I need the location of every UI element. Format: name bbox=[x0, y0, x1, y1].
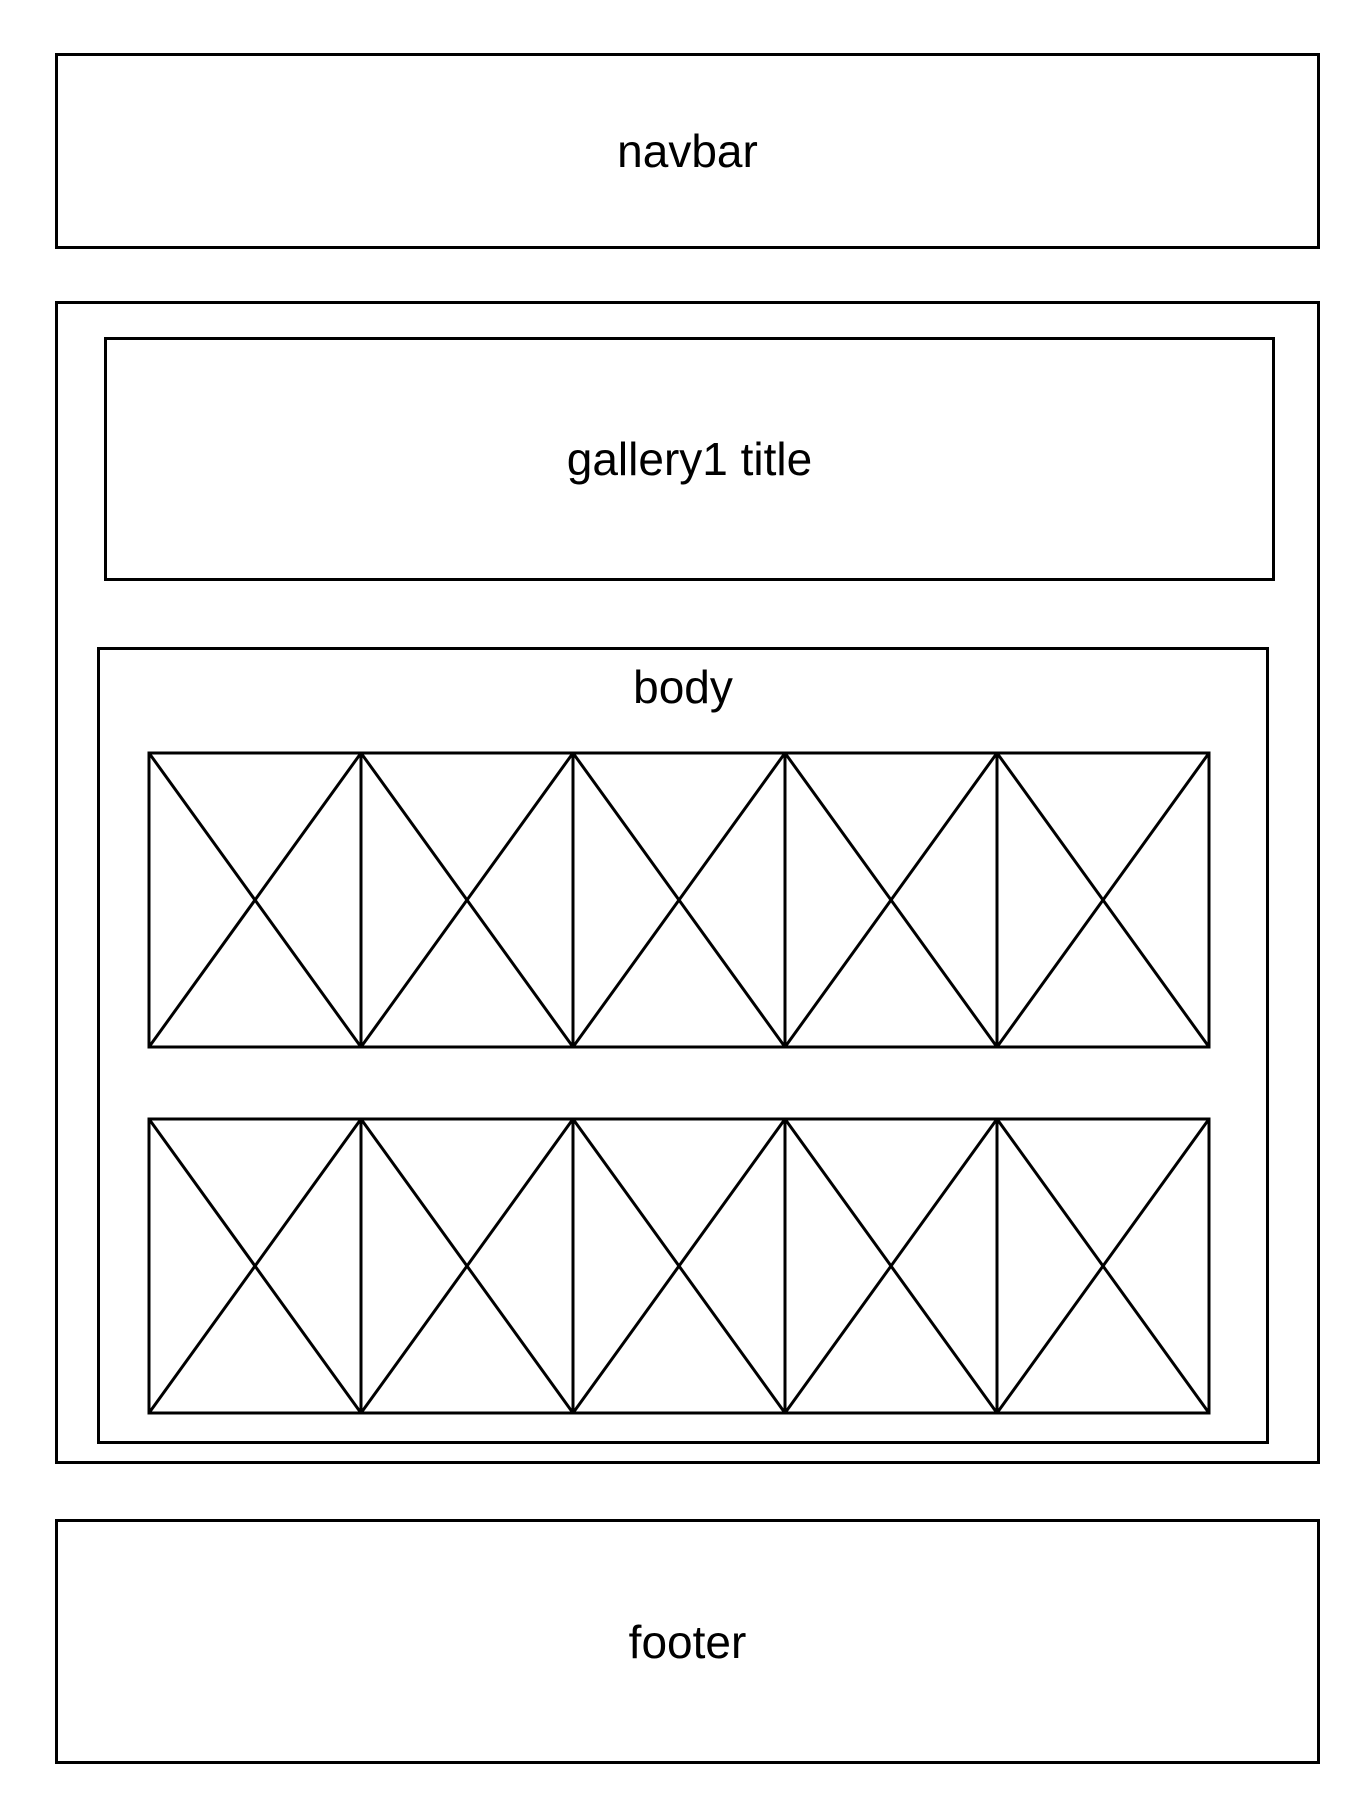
navbar-label: navbar bbox=[617, 125, 758, 177]
image-placeholder-diagonal bbox=[147, 1118, 363, 1414]
footer-section: footer bbox=[55, 1519, 1320, 1764]
navbar-section[interactable]: navbar bbox=[55, 53, 1320, 249]
image-placeholder-diagonal bbox=[147, 752, 363, 1048]
image-row bbox=[147, 751, 1211, 1049]
image-row bbox=[147, 1117, 1211, 1415]
image-placeholder-diagonal bbox=[995, 752, 1211, 1048]
image-placeholder-icon bbox=[995, 751, 1211, 1049]
body-label: body bbox=[633, 661, 733, 713]
image-row-graphic bbox=[147, 1117, 1211, 1415]
gallery-section: gallery1 title body bbox=[55, 301, 1320, 1464]
image-placeholder-icon bbox=[571, 751, 787, 1049]
footer-label: footer bbox=[628, 1615, 747, 1668]
image-placeholder-diagonal bbox=[783, 1118, 999, 1414]
image-placeholder-diagonal bbox=[783, 752, 999, 1048]
image-placeholder-diagonal bbox=[571, 752, 787, 1048]
image-placeholder-icon bbox=[359, 751, 575, 1049]
image-placeholder-icon bbox=[571, 1117, 787, 1415]
gallery-body-section: body bbox=[97, 647, 1269, 1444]
image-placeholder-diagonal bbox=[995, 1118, 1211, 1414]
image-placeholder-icon bbox=[147, 751, 363, 1049]
image-placeholder-frame bbox=[995, 1117, 1211, 1415]
image-placeholder-diagonal bbox=[359, 1118, 575, 1414]
image-placeholder-icon bbox=[359, 1117, 575, 1415]
image-row-graphic bbox=[147, 751, 1211, 1049]
image-placeholder-icon bbox=[783, 751, 999, 1049]
image-placeholder-diagonal bbox=[571, 1118, 787, 1414]
image-placeholder-icon bbox=[995, 1117, 1211, 1415]
image-placeholder-icon bbox=[147, 1117, 363, 1415]
image-placeholder-diagonal bbox=[359, 752, 575, 1048]
gallery-title-section: gallery1 title bbox=[104, 337, 1275, 581]
image-placeholder-frame bbox=[995, 751, 1211, 1049]
gallery-title-label: gallery1 title bbox=[566, 433, 813, 485]
image-placeholder-icon bbox=[783, 1117, 999, 1415]
